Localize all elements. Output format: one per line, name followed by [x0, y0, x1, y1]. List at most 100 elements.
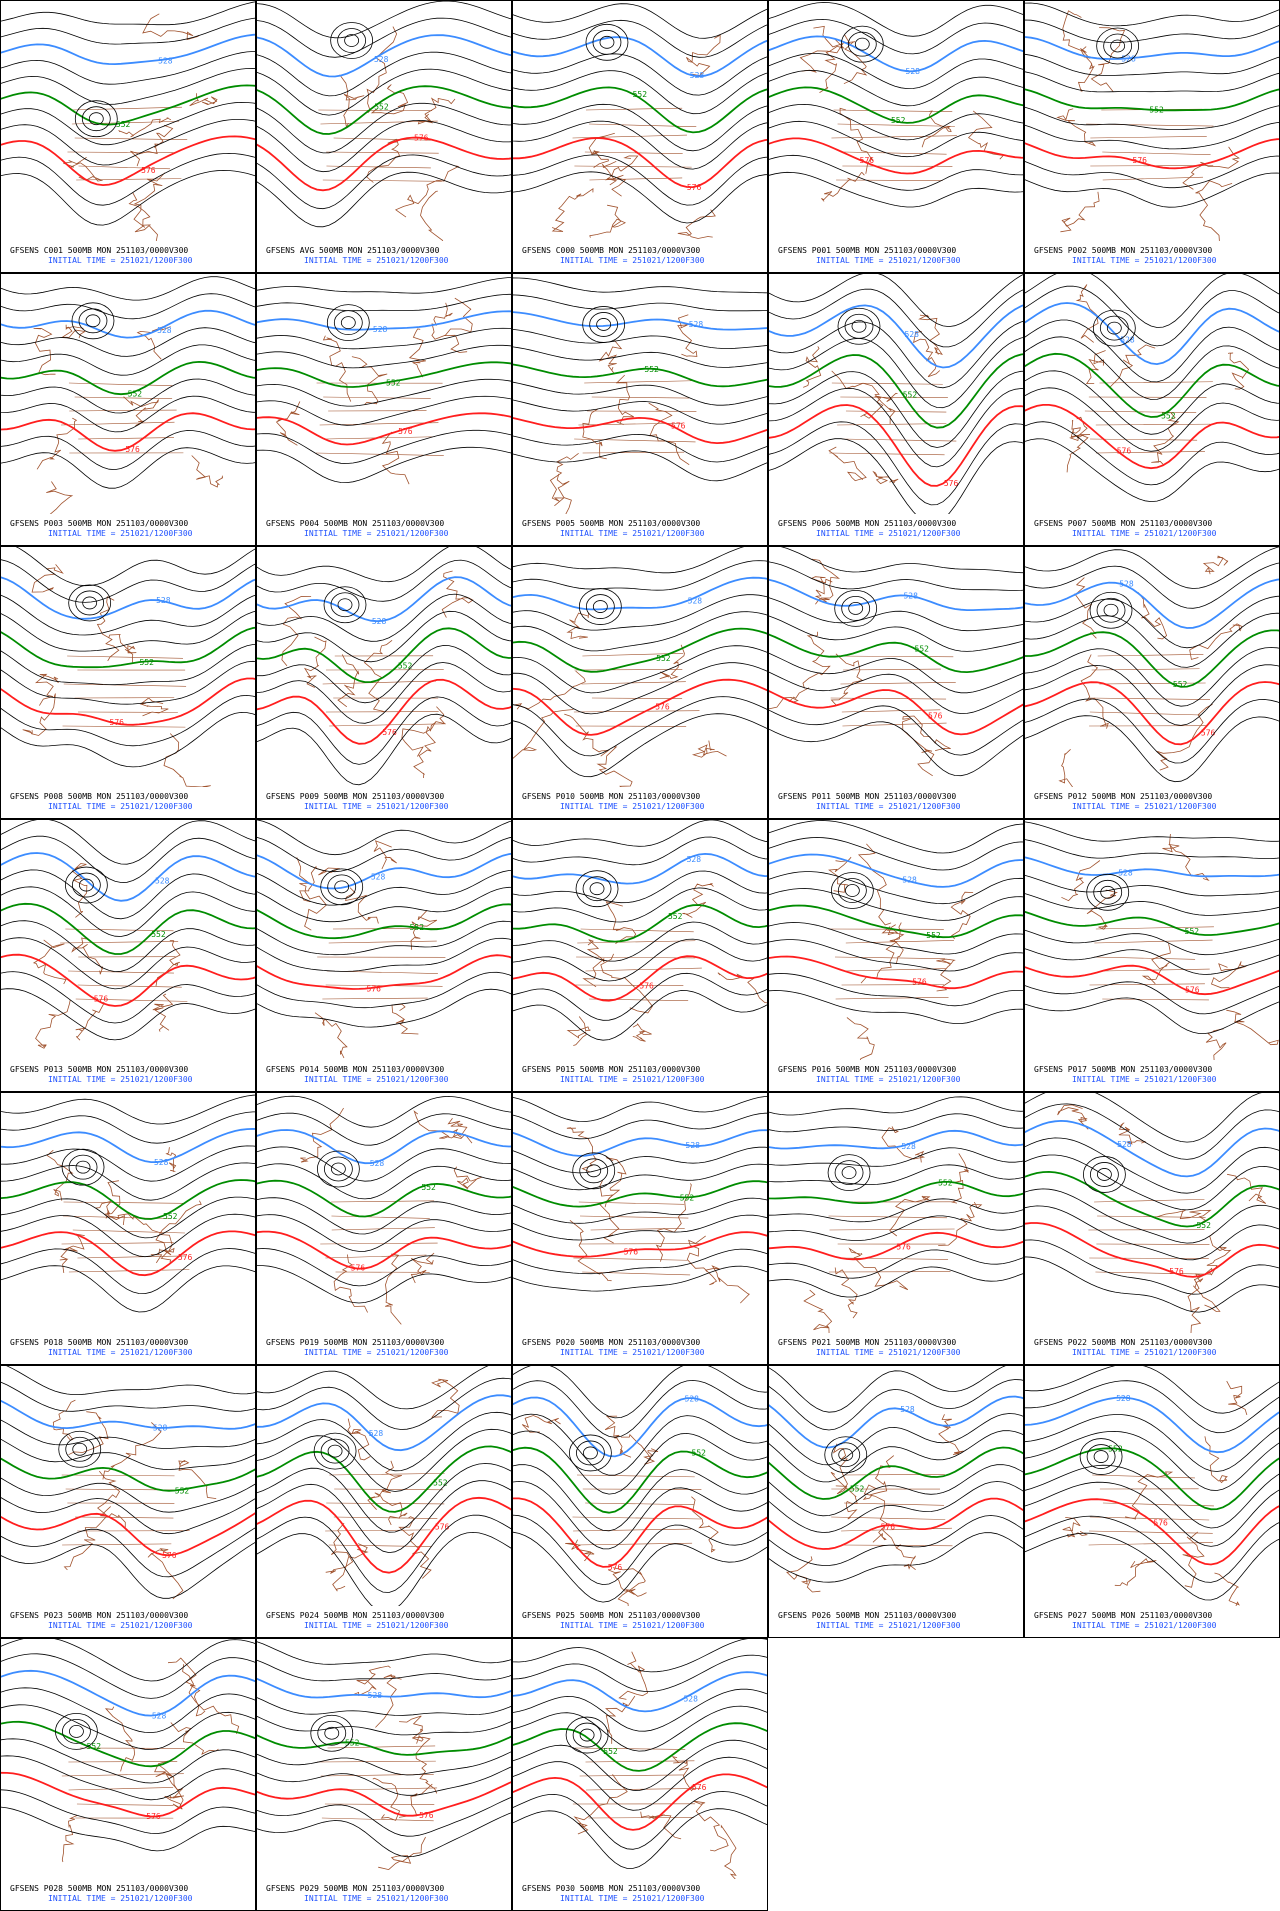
- height-contour: [768, 671, 1024, 715]
- border-line: [412, 1736, 438, 1794]
- height-contour: [1024, 1515, 1280, 1583]
- border-line: [860, 392, 898, 419]
- border-line: [36, 417, 78, 470]
- caption-line2: INITIAL TIME = 251021/1200F300: [48, 1894, 193, 1903]
- border-line: [189, 93, 218, 107]
- height-contour: [776, 546, 1024, 574]
- height-contour: [1024, 629, 1280, 688]
- state-line: [575, 1747, 686, 1750]
- height-contour: [512, 1791, 768, 1850]
- height-contour: [512, 546, 749, 574]
- border-line: [521, 1415, 561, 1433]
- panel-border: [256, 546, 512, 819]
- height-contour: [512, 311, 768, 331]
- state-line: [74, 396, 173, 400]
- closed-contour: [334, 880, 350, 894]
- height-contour: [0, 395, 256, 433]
- contour-label: 576: [398, 427, 413, 436]
- contour-label: 552: [116, 120, 131, 129]
- border-line: [391, 1003, 419, 1035]
- contour-label: 552: [386, 378, 401, 387]
- caption-line1: GFSENS P002 500MB MON 251103/0000V300: [1034, 246, 1212, 255]
- state-line: [574, 669, 683, 671]
- border-line: [281, 596, 312, 667]
- height-contour: [512, 1265, 768, 1292]
- contour-label: 576: [141, 166, 156, 175]
- caption-line1: GFSENS P004 500MB MON 251103/0000V300: [266, 519, 444, 528]
- border-line: [857, 843, 892, 926]
- height-contour: [0, 344, 256, 376]
- map-panel: 528 552 576 GFSENS P030 500MB MON 251103/00…: [512, 1638, 768, 1911]
- border-line: [564, 713, 610, 757]
- border-line: [339, 74, 365, 129]
- closed-contour: [1083, 1156, 1126, 1193]
- height-contour: [0, 852, 256, 902]
- state-line: [586, 107, 683, 111]
- border-line: [843, 34, 868, 85]
- caption-line2: INITIAL TIME = 251021/1200F300: [304, 256, 449, 265]
- closed-contour: [74, 100, 118, 138]
- panel-border: [512, 273, 768, 546]
- map-body: 528 552 576: [0, 819, 256, 1049]
- contour-label: 552: [175, 1487, 190, 1496]
- height-contour: [512, 381, 768, 406]
- state-line: [67, 655, 183, 659]
- panel-border: [0, 1092, 256, 1365]
- state-line: [840, 396, 948, 399]
- closed-contour: [71, 872, 101, 898]
- border-line: [913, 331, 941, 378]
- height-contour: [256, 576, 512, 623]
- border-line: [604, 155, 639, 186]
- height-contour: [1024, 981, 1280, 1015]
- panel-border: [1024, 546, 1280, 819]
- contour-label: 528: [902, 875, 917, 884]
- state-line: [572, 134, 687, 139]
- height-contour: [768, 1464, 1024, 1517]
- height-contour: [768, 154, 1024, 191]
- border-line: [902, 715, 951, 751]
- height-contour: [768, 904, 1024, 939]
- height-contour: [0, 169, 256, 226]
- height-contour: [0, 412, 256, 452]
- height-contour: [0, 1248, 256, 1295]
- caption-line2: INITIAL TIME = 251021/1200F300: [816, 802, 961, 811]
- border-line: [63, 156, 104, 182]
- height-contour: [512, 70, 768, 115]
- map-panel: 528 552 576 GFSENS C000 500MB MON 251103/00…: [512, 0, 768, 273]
- state-line: [580, 1215, 689, 1219]
- border-line: [71, 937, 103, 975]
- border-line: [881, 924, 905, 964]
- closed-contour: [837, 307, 881, 345]
- closed-contour: [337, 28, 367, 53]
- height-contour: [256, 1411, 512, 1472]
- closed-contour: [585, 23, 629, 61]
- height-contour: [768, 18, 1024, 55]
- contour-label: 528: [1121, 55, 1136, 64]
- contour-label: 576: [928, 712, 943, 721]
- panel-border: [256, 819, 512, 1092]
- border-line: [444, 297, 473, 353]
- contour-label: 528: [690, 71, 705, 80]
- contour-label: 576: [881, 1522, 896, 1531]
- height-contour: [768, 1096, 1024, 1116]
- contour-label: 552: [644, 365, 659, 374]
- map-body: 528 552 576: [256, 0, 512, 241]
- contour-label: 552: [603, 1747, 618, 1756]
- height-contour: [512, 346, 768, 368]
- height-contour: [768, 1497, 1024, 1550]
- height-contour: [512, 53, 768, 96]
- state-line: [69, 409, 177, 412]
- height-contour: [0, 327, 256, 357]
- closed-contour: [1092, 309, 1136, 347]
- height-contour: [0, 937, 256, 990]
- height-contour: [0, 1687, 256, 1734]
- border-line: [299, 865, 341, 903]
- map-panel: 528 552 576 GFSENS P007 500MB MON 251103/00…: [1024, 273, 1280, 546]
- height-contour: [3, 1365, 256, 1395]
- state-line: [580, 928, 694, 933]
- contour-label: 576: [351, 1263, 366, 1272]
- height-contour: [512, 938, 768, 982]
- closed-contour: [575, 870, 619, 908]
- closed-contour: [64, 866, 108, 904]
- closed-contour: [1099, 315, 1129, 341]
